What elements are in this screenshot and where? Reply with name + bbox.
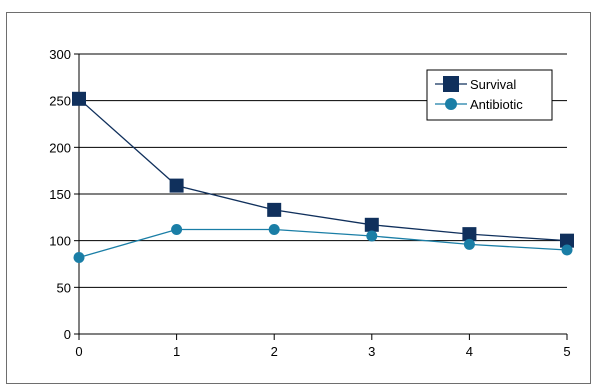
point-survival-4 [462,227,477,242]
y-tick-label-100: 100 [49,234,71,249]
y-tick-label-50: 50 [57,280,71,295]
series-layer [72,91,574,263]
point-antibiotic-3 [366,230,378,242]
point-survival-5 [560,233,574,248]
point-survival-3 [364,217,379,232]
point-antibiotic-4 [463,238,475,250]
x-tick-label-3: 3 [368,344,375,359]
point-antibiotic-0 [73,251,85,263]
point-antibiotic-2 [268,223,280,235]
point-survival-0 [72,91,86,106]
point-survival-2 [267,202,282,217]
point-antibiotic-1 [171,223,183,235]
x-tick-label-1: 1 [173,344,180,359]
y-tick-label-250: 250 [49,94,71,109]
x-tick-label-2: 2 [271,344,278,359]
legend-marker-survival [443,76,459,92]
point-antibiotic-5 [561,244,573,256]
x-tick-label-5: 5 [563,344,570,359]
x-axis-ticks: 0 1 2 3 4 5 [75,334,571,359]
y-tick-label-200: 200 [49,140,71,155]
y-tick-label-300: 300 [49,47,71,62]
legend-label-survival: Survival [470,77,516,92]
series-line-antibiotic [78,228,568,259]
legend-marker-antibiotic [445,98,457,110]
point-survival-1 [169,178,184,193]
legend: Survival Antibiotic [426,69,553,121]
x-tick-label-0: 0 [75,344,82,359]
series-line-survival [78,98,568,242]
y-tick-label-0: 0 [64,327,71,342]
y-axis-ticks: 0 50 100 150 200 250 300 [49,47,79,342]
y-tick-label-150: 150 [49,187,71,202]
x-tick-label-4: 4 [466,344,473,359]
legend-label-antibiotic: Antibiotic [470,97,523,112]
